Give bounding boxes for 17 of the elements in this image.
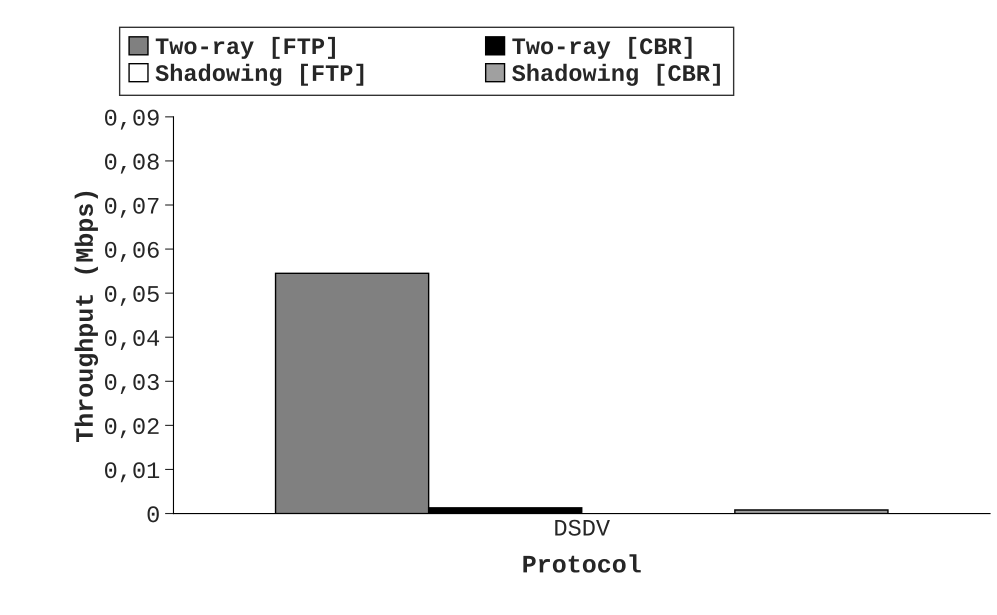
y-tick-label: 0 [148, 506, 159, 522]
legend-label: Shadowing [CBR] [512, 64, 720, 86]
y-tick-label: 0,05 [105, 286, 159, 306]
y-tick-label: 0,03 [105, 374, 159, 394]
y-tick-label: 0,08 [105, 154, 159, 174]
y-tick-label: 0,01 [105, 462, 160, 482]
y-tick-label: 0,07 [105, 198, 158, 218]
y-tick-label: 0,09 [105, 110, 159, 130]
y-axis-title: Throughput (Mbps) [74, 192, 98, 442]
x-axis-title: Protocol [523, 554, 641, 573]
legend-label: Two-ray [CBR] [512, 36, 692, 59]
y-tick-label: 0,02 [105, 418, 159, 438]
legend-label: Shadowing [FTP] [155, 64, 364, 86]
x-tick-label: DSDV [555, 520, 610, 536]
legend-label: Two-ray [FTP] [156, 36, 335, 59]
y-tick-label: 0,04 [105, 330, 160, 350]
y-tick-label: 0,06 [105, 242, 159, 262]
